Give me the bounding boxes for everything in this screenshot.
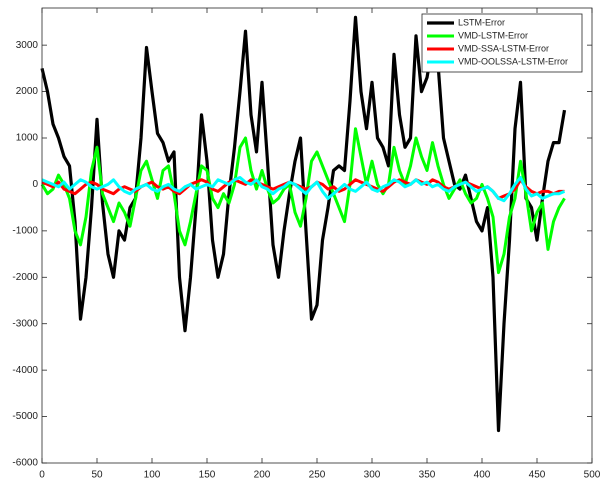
y-tick-label: 3000 [16,40,39,51]
x-tick-label: 100 [144,470,161,481]
x-tick-label: 350 [419,470,436,481]
plot-frame [41,7,593,464]
x-tick-label: 50 [91,470,103,481]
x-tick-label: 200 [254,470,271,481]
series-line [41,176,566,203]
y-tick-label: -2000 [12,272,38,283]
y-tick-label: -3000 [12,318,38,329]
legend-label: LSTM-Error [458,17,505,27]
legend-label: VMD-LSTM-Error [458,30,528,40]
x-tick-label: 500 [584,470,601,481]
y-tick-label: -5000 [12,411,38,422]
series-line [41,178,565,200]
legend-label: VMD-OOLSSA-LSTM-Error [458,56,568,66]
series-line [40,127,566,275]
x-tick-label: 450 [529,470,546,481]
y-tick-label: -4000 [12,365,38,376]
y-tick-label: -6000 [12,458,38,469]
x-tick-label: 150 [199,470,216,481]
series-line [40,15,567,433]
x-tick-label: 0 [39,470,45,481]
y-tick-label: 2000 [16,86,39,97]
y-tick-label: 1000 [16,133,39,144]
y-tick-label: 0 [32,179,38,190]
legend-label: VMD-SSA-LSTM-Error [458,43,549,53]
y-tick-label: -1000 [12,225,38,236]
x-tick-label: 250 [309,470,326,481]
x-tick-label: 300 [364,470,381,481]
x-tick-label: 400 [474,470,491,481]
